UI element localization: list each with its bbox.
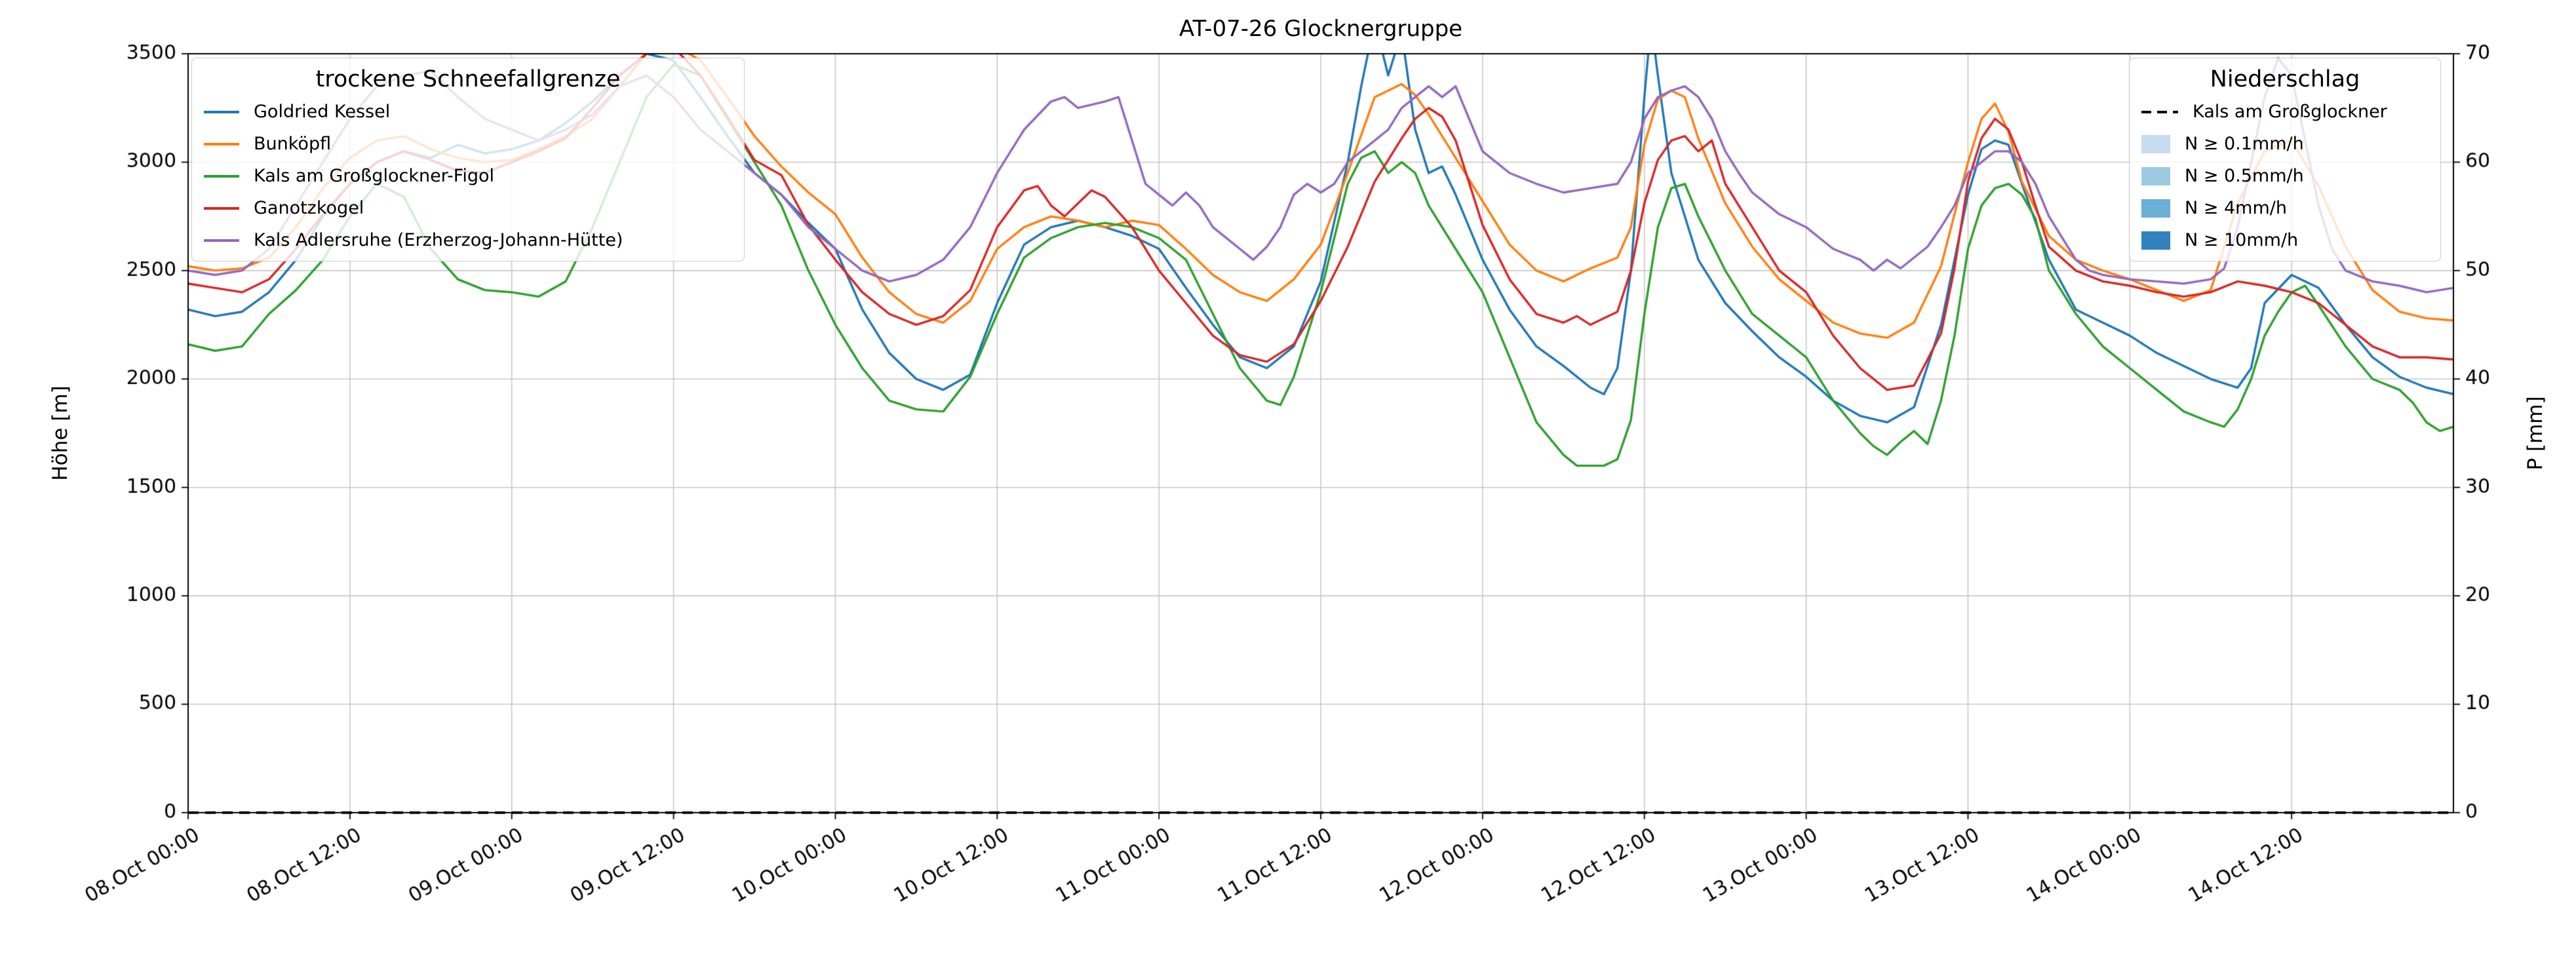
legend-precip-items: Kals am Großglockner N ≥ 0.1mm/h N ≥ 0.5mm… — [2141, 102, 2429, 250]
legend-line-swatch-icon — [204, 174, 239, 178]
legend-item: Goldried Kessel — [204, 102, 732, 122]
legend-item: N ≥ 0.5mm/h — [2141, 166, 2429, 186]
legend-item: N ≥ 4mm/h — [2141, 198, 2429, 218]
legend-item: N ≥ 10mm/h — [2141, 230, 2429, 250]
legend-item: Ganotzkogel — [204, 198, 732, 218]
legend-line-swatch-icon — [204, 142, 239, 145]
legend-item: Kals am Großglockner-Figol — [204, 166, 732, 186]
legend-item-label: Kals Adlersruhe (Erzherzog-Johann-Hütte) — [254, 230, 623, 250]
y-axis-label-right: P [mm] — [2524, 396, 2547, 471]
legend-item: Bunköpfl — [204, 134, 732, 154]
legend-item-label: N ≥ 4mm/h — [2185, 198, 2287, 218]
legend-item: Kals am Großglockner — [2141, 102, 2429, 122]
legend-snowline-items: Goldried Kessel Bunköpfl Kals am Großglock… — [204, 102, 732, 250]
legend-item-label: Goldried Kessel — [254, 102, 391, 122]
legend-item-label: N ≥ 0.1mm/h — [2185, 134, 2304, 154]
legend-snowline: trockene Schneefallgrenze Goldried Kesse… — [191, 58, 745, 261]
legend-line-swatch-icon — [204, 239, 239, 242]
legend-item-label: Ganotzkogel — [254, 198, 364, 218]
legend-patch-swatch-icon — [2141, 231, 2170, 250]
legend-precip-title: Niederschlag — [2210, 66, 2360, 92]
page-title: AT-07-26 Glocknergruppe — [1179, 16, 1463, 42]
y-axis-label-left: Höhe [m] — [49, 385, 72, 481]
legend-line-swatch-icon — [204, 206, 239, 210]
legend-item-label: N ≥ 0.5mm/h — [2185, 166, 2304, 186]
legend-patch-swatch-icon — [2141, 134, 2170, 153]
legend-item-label: Bunköpfl — [254, 134, 332, 154]
legend-precip: Niederschlag Kals am Großglockner N ≥ 0.1… — [2129, 58, 2441, 261]
legend-patch-swatch-icon — [2141, 199, 2170, 218]
legend-item-label: Kals am Großglockner-Figol — [254, 166, 495, 186]
legend-snowline-title: trockene Schneefallgrenze — [315, 66, 621, 92]
legend-line-swatch-icon — [204, 110, 239, 113]
legend-item-label: N ≥ 10mm/h — [2185, 230, 2299, 250]
legend-item: N ≥ 0.1mm/h — [2141, 134, 2429, 154]
legend-item: Kals Adlersruhe (Erzherzog-Johann-Hütte) — [204, 230, 732, 250]
legend-dashed-line-swatch-icon — [2141, 110, 2178, 113]
legend-patch-swatch-icon — [2141, 166, 2170, 185]
legend-item-label: Kals am Großglockner — [2193, 102, 2387, 122]
